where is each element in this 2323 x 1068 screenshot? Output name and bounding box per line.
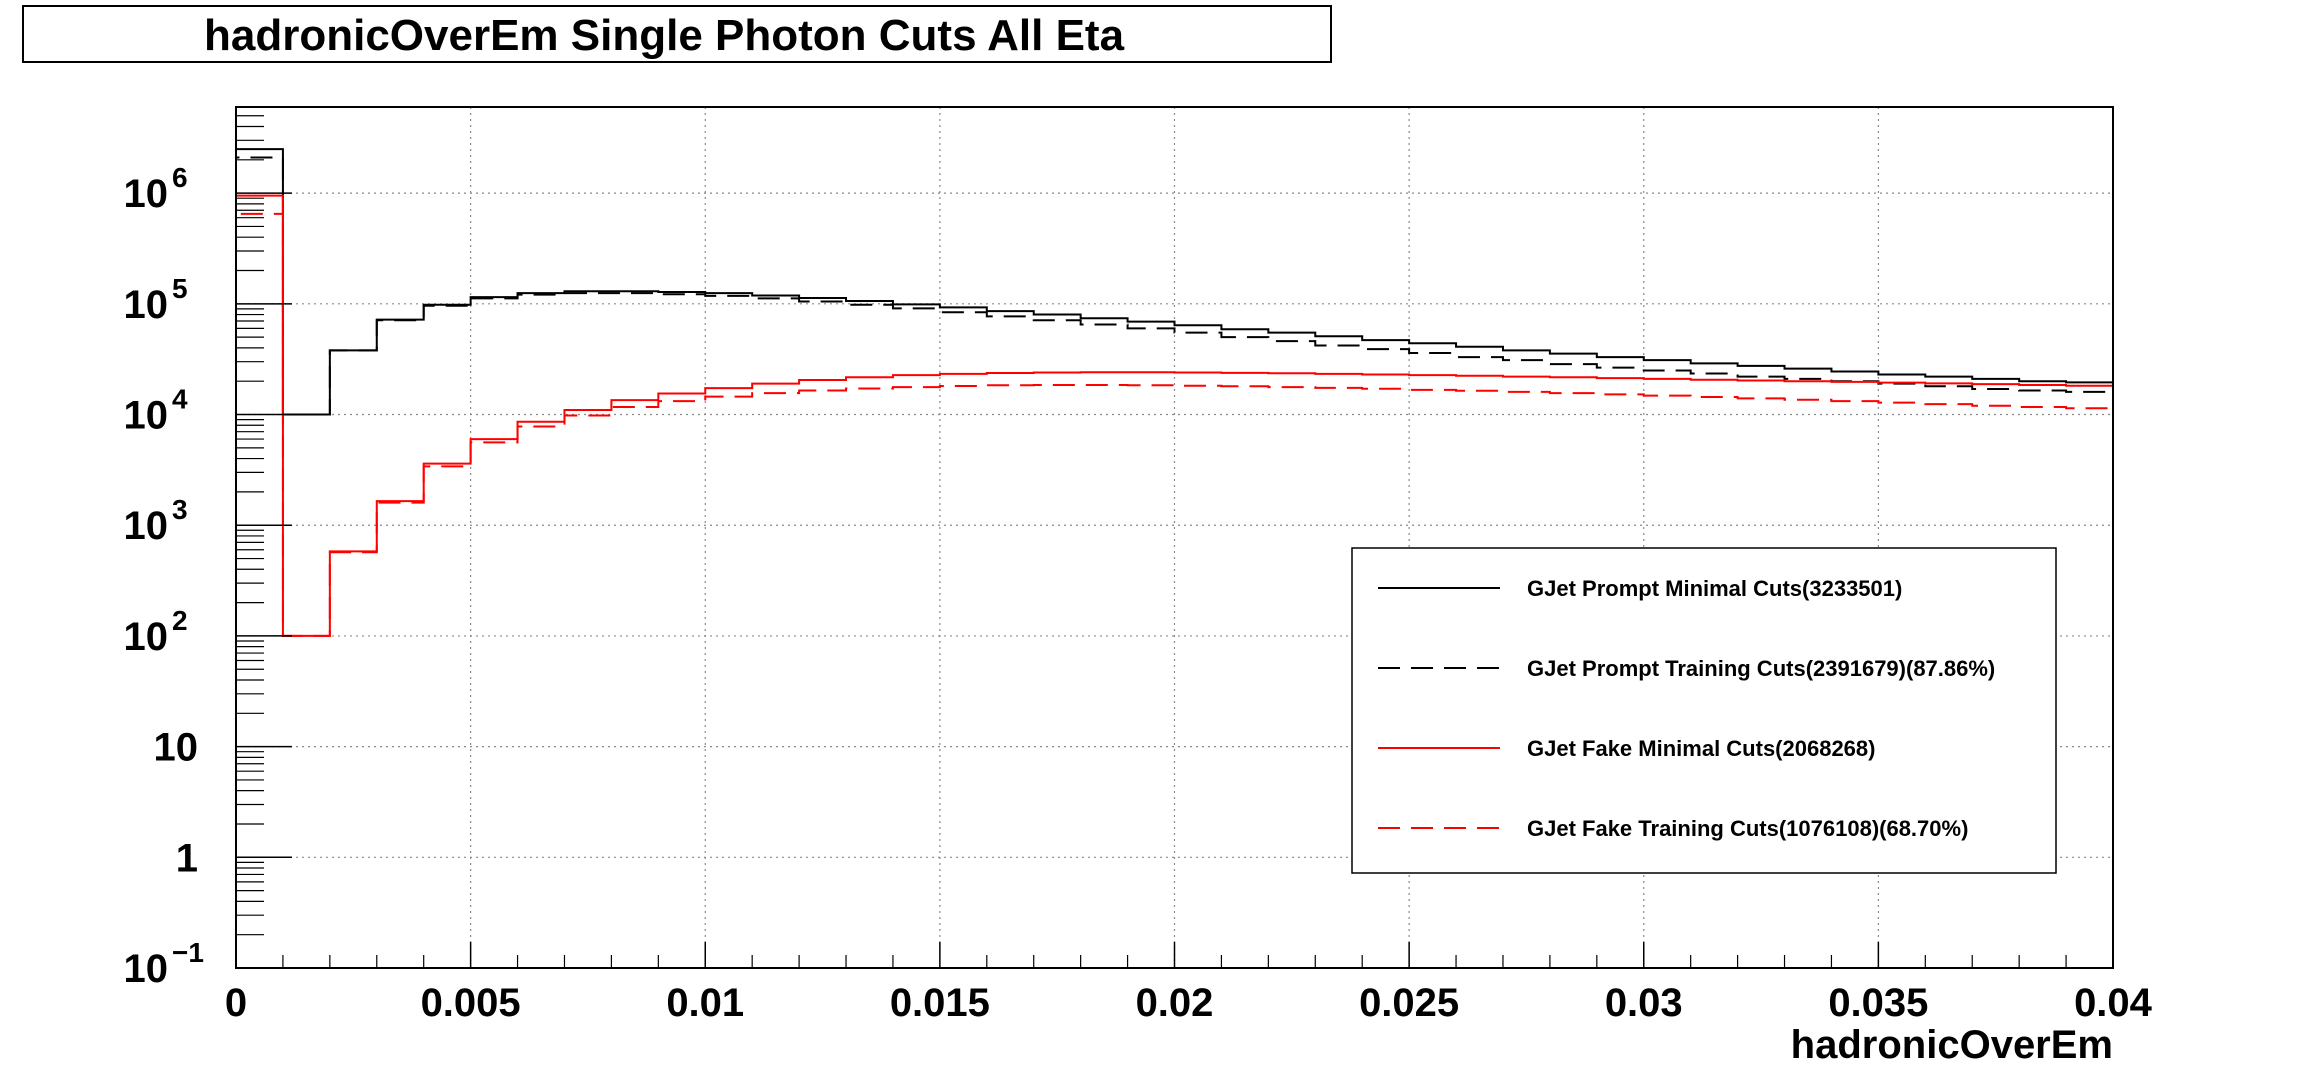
histogram-series-4 [235,212,2113,968]
y-tick-exponent: −1 [172,937,204,968]
histogram-series-2 [235,156,2113,968]
x-tick-label: 0.02 [1136,981,1214,1025]
x-axis-label: hadronicOverEm [1791,1023,2113,1067]
x-tick-label: 0.035 [1828,981,1928,1025]
legend: GJet Prompt Minimal Cuts(3233501) GJet Pr… [1351,547,2057,874]
x-tick-label: 0.03 [1605,981,1683,1025]
x-tick-label: 0.015 [890,981,990,1025]
y-tick-label: 10 [124,283,169,327]
y-tick-exponent: 5 [172,273,188,304]
x-tick-label: 0.025 [1359,981,1459,1025]
y-tick-exponent: 6 [172,162,188,193]
y-tick-exponent: 4 [172,384,188,415]
legend-entry-label: GJet Fake Training Cuts(1076108)(68.70%) [1527,816,1968,841]
histogram-series-3 [235,194,2113,968]
chart-title: hadronicOverEm Single Photon Cuts All Et… [204,11,1125,60]
histogram-series-1 [235,148,2113,968]
x-tick-label: 0.04 [2074,981,2153,1025]
y-tick-label: 10 [124,615,169,659]
x-tick-label: 0.01 [666,981,744,1025]
y-tick-label: 10 [124,172,169,216]
y-tick-label: 10 [124,504,169,548]
x-tick-label: 0 [225,981,247,1025]
legend-box [1351,547,2057,874]
y-tick-label: 10 [154,726,199,770]
legend-entry-label: GJet Fake Minimal Cuts(2068268) [1527,736,1875,761]
y-tick-label: 10 [124,394,169,438]
x-tick-label: 0.005 [421,981,521,1025]
chart-title-box: hadronicOverEm Single Photon Cuts All Et… [22,5,1332,63]
y-tick-exponent: 3 [172,494,188,525]
y-tick-label: 10 [124,947,169,991]
legend-entry-label: GJet Prompt Training Cuts(2391679)(87.86… [1527,656,1995,681]
y-tick-label: 1 [176,836,198,880]
legend-entry-label: GJet Prompt Minimal Cuts(3233501) [1527,576,1902,601]
y-tick-exponent: 2 [172,605,188,636]
series-layer [235,148,2113,968]
grid-layer [236,107,2113,968]
